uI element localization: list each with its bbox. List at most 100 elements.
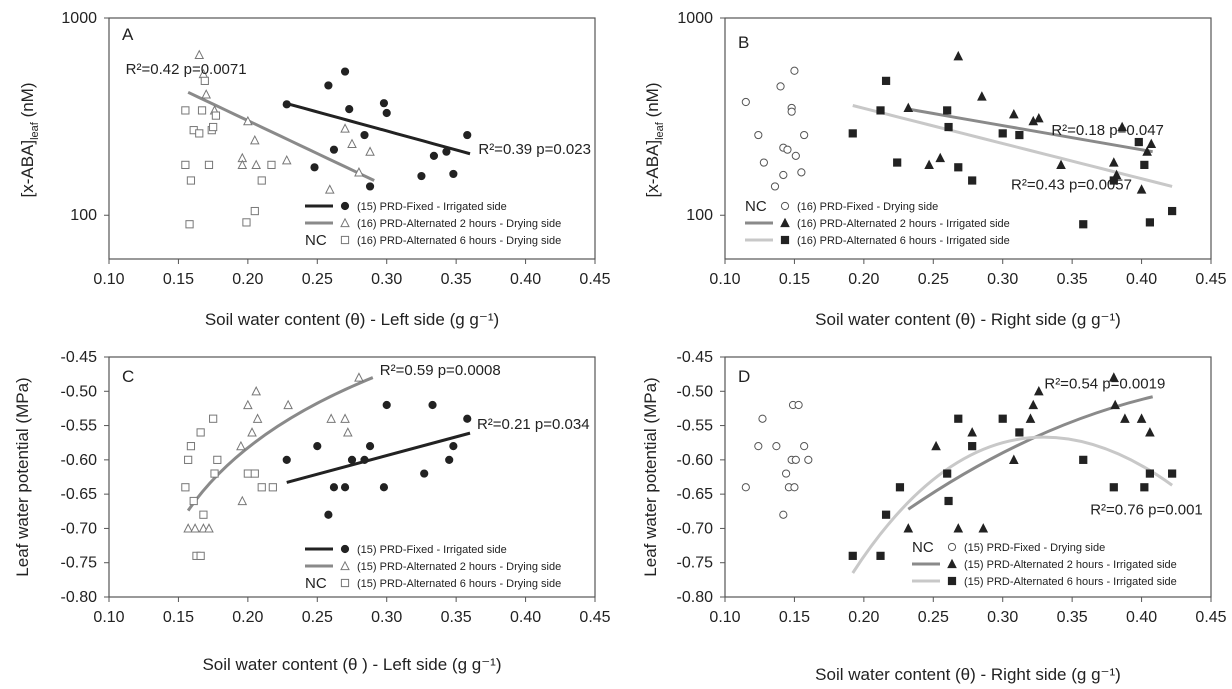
data-point <box>998 129 1007 138</box>
panel-b: 0.10 0.15 0.20 0.25 0.30 0.35 0.40 0.45 100 1000… <box>643 10 1227 329</box>
data-point <box>249 134 260 145</box>
data-point <box>417 171 426 181</box>
data-point <box>772 442 781 451</box>
data-point <box>1117 121 1127 132</box>
data-point <box>236 440 246 451</box>
legend-marker <box>340 235 350 245</box>
legend-marker <box>340 560 350 571</box>
y-tick-label: -0.50 <box>61 383 98 400</box>
data-point <box>379 483 389 492</box>
plot-frame <box>724 17 1212 260</box>
data-point <box>354 167 364 177</box>
legend-marker <box>947 558 957 569</box>
data-point <box>181 106 190 115</box>
data-point <box>257 176 266 185</box>
x-tick-label: 0.35 <box>1057 609 1088 626</box>
data-point <box>1108 372 1119 382</box>
data-point <box>790 483 799 492</box>
data-point <box>201 89 212 99</box>
legend-entry: (16) PRD-Alternated 2 hours - Drying sid… <box>357 218 561 230</box>
y-tick-label: -0.70 <box>61 520 98 537</box>
data-point <box>329 483 339 492</box>
data-point <box>194 49 205 60</box>
data-point <box>1079 455 1088 464</box>
x-tick-label: 0.35 <box>441 271 472 288</box>
y-tick-label: -0.45 <box>677 349 714 366</box>
data-point <box>954 414 963 423</box>
panel-letter: A <box>122 25 134 44</box>
r-squared-annotation: R²=0.21 p=0.034 <box>477 416 590 433</box>
data-point <box>1168 469 1177 478</box>
data-point <box>340 67 350 76</box>
data-point <box>804 455 813 464</box>
data-point <box>794 400 803 410</box>
data-point <box>250 469 259 478</box>
panel-letter: C <box>122 367 134 386</box>
legend-entry: (15) PRD-Fixed - Irrigated side <box>357 201 507 213</box>
data-point <box>776 82 785 91</box>
data-point <box>797 168 806 177</box>
plot-frame <box>108 356 596 598</box>
data-point <box>781 469 791 478</box>
data-point <box>243 399 253 410</box>
data-point <box>360 130 369 140</box>
data-point <box>903 102 914 113</box>
fit-line <box>187 90 375 182</box>
data-point <box>1109 483 1118 492</box>
x-tick-label: 0.10 <box>93 609 124 626</box>
data-point <box>800 130 809 140</box>
y-tick-label: -0.80 <box>61 589 98 606</box>
x-tick-label: 0.45 <box>1195 609 1226 626</box>
data-point <box>340 413 350 423</box>
data-point <box>791 455 800 464</box>
data-point <box>449 442 458 451</box>
x-tick-label: 0.35 <box>441 609 472 626</box>
y-tick-label: -0.55 <box>677 418 714 435</box>
fit-line <box>286 431 471 484</box>
y-axis-label: [x-ABA]leaf (nM) <box>643 82 666 197</box>
data-point <box>800 442 809 451</box>
data-point <box>881 76 891 85</box>
data-point <box>779 170 788 180</box>
data-point <box>181 160 190 169</box>
panel-d: 0.10 0.15 0.20 0.25 0.30 0.35 0.40 0.45 -0.45 -0… <box>641 349 1227 684</box>
data-point <box>445 455 454 464</box>
data-point <box>978 523 989 533</box>
data-point <box>267 160 276 169</box>
y-tick-label: -0.75 <box>61 555 98 572</box>
legend-marker <box>947 542 957 552</box>
x-tick-label: 0.10 <box>93 271 124 288</box>
legend-marker <box>780 201 790 211</box>
data-point <box>754 442 763 451</box>
x-tick-label: 0.20 <box>232 271 263 288</box>
data-point <box>185 220 194 229</box>
data-point <box>1009 454 1019 464</box>
y-tick-label: -0.70 <box>677 520 714 537</box>
data-point <box>463 414 472 423</box>
y-tick-label: -0.80 <box>677 589 714 606</box>
fit-line <box>284 101 471 156</box>
y-tick-label: -0.55 <box>61 418 98 435</box>
data-point <box>1108 157 1119 167</box>
data-point <box>237 495 248 506</box>
data-point <box>924 159 934 169</box>
data-point <box>463 130 472 140</box>
data-point <box>204 160 214 169</box>
y-tick-label: -0.75 <box>677 555 714 572</box>
data-point <box>211 111 221 120</box>
x-tick-label: 0.45 <box>579 609 610 626</box>
data-point <box>213 455 222 464</box>
x-tick-label: 0.45 <box>579 271 610 288</box>
r-squared-annotation: R²=0.59 p=0.0008 <box>380 362 501 379</box>
data-point <box>209 414 218 423</box>
panel-a: 0.10 0.15 0.20 0.25 0.30 0.35 0.40 0.45 100 1000… <box>18 10 611 329</box>
data-point <box>967 427 977 437</box>
x-axis-label: Soil water content (θ ) - Left side (g g… <box>202 655 501 674</box>
data-point <box>1110 399 1121 410</box>
data-point <box>770 182 780 191</box>
x-tick-label: 0.40 <box>1126 271 1157 288</box>
y-tick-label: 100 <box>686 207 713 224</box>
data-point <box>365 182 375 191</box>
legend-marker <box>340 217 350 228</box>
